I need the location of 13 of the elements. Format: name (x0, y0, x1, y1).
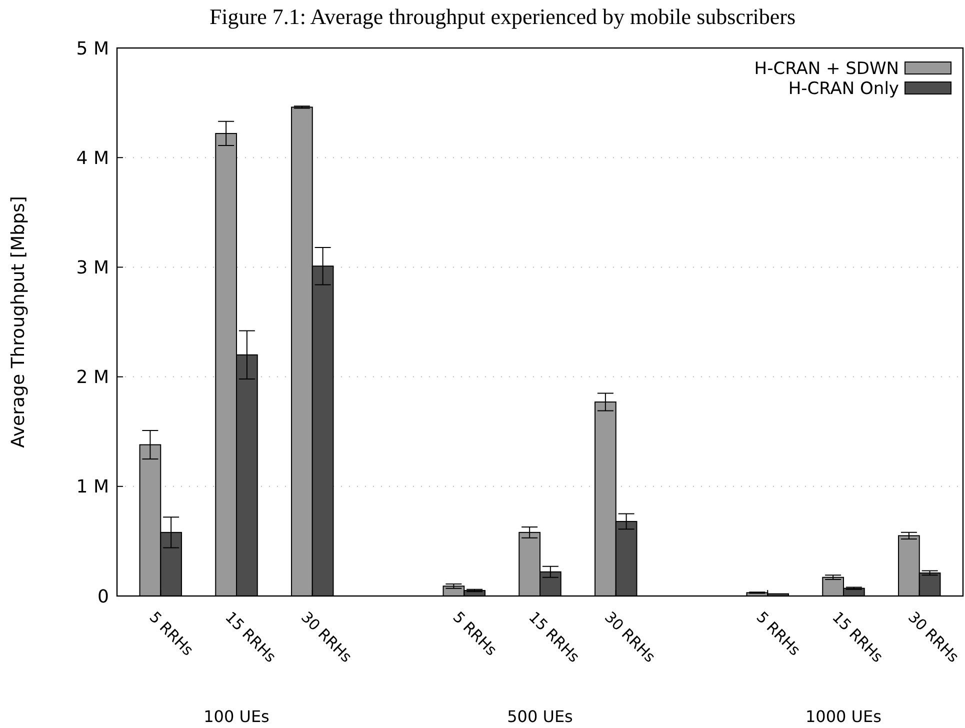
text: 100 UEs (204, 707, 270, 726)
text: 500 UEs (507, 707, 573, 726)
y-tick-label: 3 M (76, 258, 109, 278)
y-tick-label: 0 (98, 586, 109, 608)
y-tick-label: 5 M (76, 38, 109, 60)
chart-title: Figure 7.1: Average throughput experienced by mobile subscribers (209, 4, 796, 29)
legend-label: H-CRAN + SDWN (754, 58, 899, 79)
y-tick-label: 1 M (76, 476, 109, 498)
legend-label: H-CRAN Only (788, 78, 899, 99)
y-tick-label: 4 M (76, 148, 109, 169)
y-tick-label: 2 M (76, 367, 109, 388)
y-axis-title: Average Throughput [Mbps] (8, 196, 29, 448)
text: 1000 UEs (806, 707, 882, 726)
